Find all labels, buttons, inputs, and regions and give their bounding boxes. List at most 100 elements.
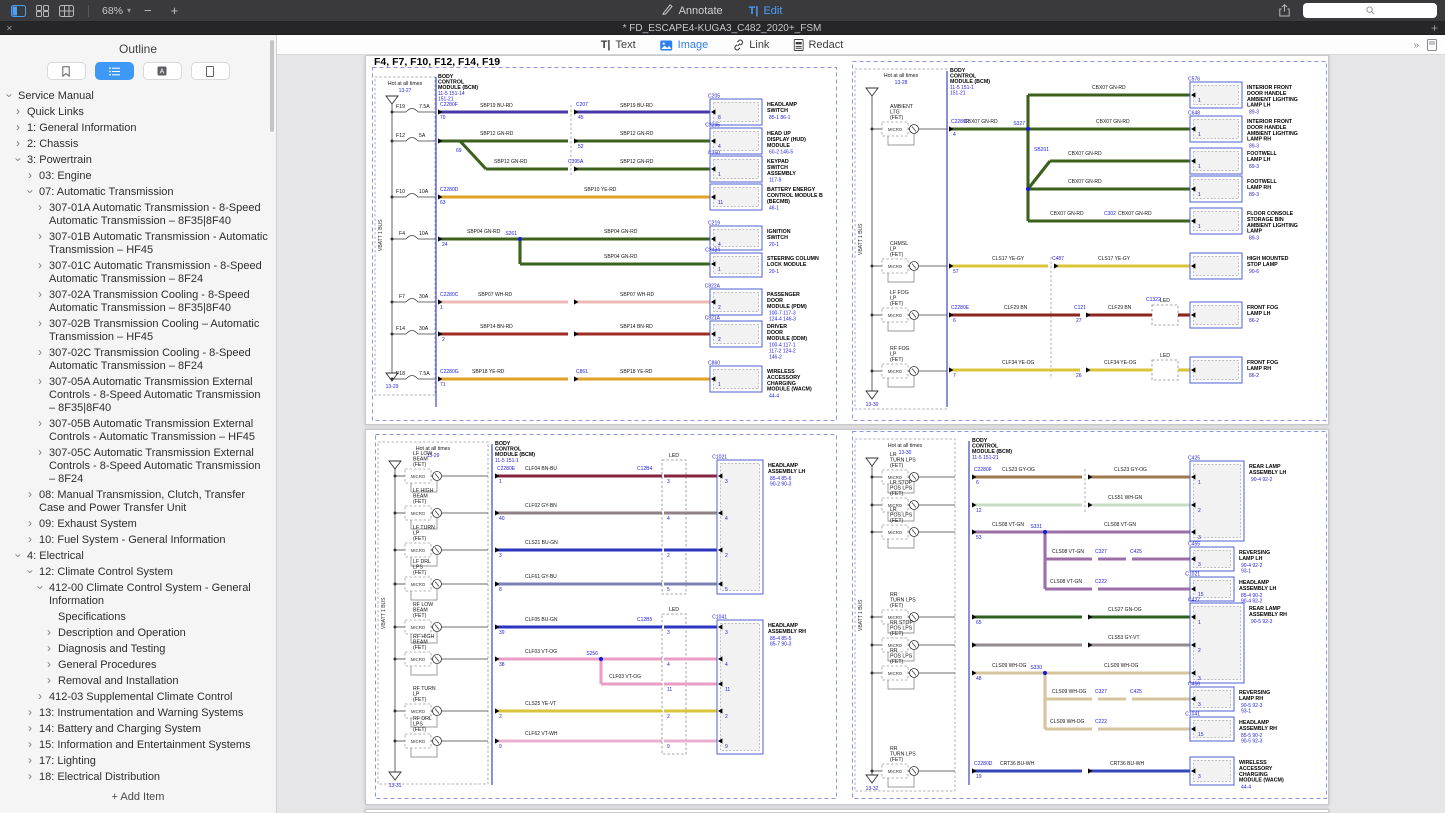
sidebar-item[interactable]: ›2: Chassis — [0, 136, 276, 152]
chevron-right-icon[interactable]: › — [28, 488, 32, 501]
document-canvas[interactable]: F4, F7, F10, F12, F14, F19 Hot at all ti… — [277, 55, 1445, 813]
sidebar-item[interactable]: ›307-02C Transmission Cooling - 8-Speed … — [0, 345, 276, 374]
link-tool-button[interactable]: Link — [732, 39, 769, 51]
sidebar-item[interactable]: ›307-02B Transmission Cooling – Automati… — [0, 316, 276, 345]
add-item-button[interactable]: + Add Item — [0, 783, 276, 813]
sidebar-item[interactable]: ›Quick Links — [0, 104, 276, 120]
share-icon[interactable] — [1276, 3, 1293, 18]
chevron-down-icon[interactable]: › — [12, 554, 25, 558]
tab-annotations[interactable]: A — [143, 62, 182, 80]
chevron-right-icon[interactable]: › — [28, 517, 32, 530]
sidebar-item[interactable]: ›307-01C Automatic Transmission - 8-Spee… — [0, 258, 276, 287]
chevron-right-icon[interactable]: › — [28, 706, 32, 719]
chevron-right-icon[interactable]: › — [38, 259, 42, 272]
sidebar-item[interactable]: ›3: Powertrain — [0, 152, 276, 168]
sidebar-scrollbar[interactable] — [270, 40, 274, 132]
chevron-right-icon[interactable]: › — [28, 738, 32, 751]
wiring-diagram-image-3[interactable]: Hot at all times13-2913-31VBATT 1 BUSMIC… — [375, 434, 837, 799]
chevron-right-icon[interactable]: › — [47, 674, 51, 687]
sidebar-item[interactable]: ›307-02A Transmission Cooling - 8-Speed … — [0, 287, 276, 316]
tab-outline[interactable] — [95, 62, 134, 80]
chevron-down-icon[interactable]: › — [34, 586, 47, 590]
chevron-right-icon[interactable]: › — [28, 754, 32, 767]
sidebar-item-label: 15: Information and Entertainment System… — [39, 739, 251, 751]
sidebar-item[interactable]: ›07: Automatic Transmission — [0, 184, 276, 200]
svg-text:13-30: 13-30 — [866, 402, 879, 408]
chevron-down-icon[interactable]: › — [12, 158, 25, 162]
wiring-diagram-image-2[interactable]: Hot at all times13-2813-30VBATT 1 BUSMIC… — [852, 61, 1327, 421]
sidebar-item[interactable]: ›17: Lighting — [0, 753, 276, 769]
chevron-right-icon[interactable]: › — [38, 417, 42, 430]
edit-button[interactable]: T| Edit — [749, 5, 783, 17]
chevron-right-icon[interactable]: › — [47, 626, 51, 639]
close-tab-icon[interactable]: ✕ — [6, 24, 13, 33]
wiring-diagram-image-1[interactable]: Hot at all times13-2713-29VBATT 1 BUSF19… — [372, 67, 837, 421]
page-panel-icon[interactable] — [1427, 39, 1437, 51]
chevron-right-icon[interactable]: › — [28, 533, 32, 546]
sidebar-item[interactable]: ›412-03 Supplemental Climate Control — [0, 689, 276, 705]
chevron-right-icon[interactable]: › — [38, 317, 42, 330]
chevron-down-icon[interactable]: › — [24, 570, 37, 574]
sidebar-item[interactable]: ›General Procedures — [0, 657, 276, 673]
sidebar-item[interactable]: ›10: Fuel System - General Information — [0, 532, 276, 548]
sidebar-item[interactable]: ›307-01A Automatic Transmission - 8-Spee… — [0, 200, 276, 229]
tab-bookmarks[interactable] — [47, 62, 86, 80]
chevron-right-icon[interactable]: › — [38, 446, 42, 459]
chevron-right-icon[interactable]: › — [38, 230, 42, 243]
collapse-toolbar-icon[interactable]: » — [1413, 40, 1419, 51]
chevron-down-icon[interactable]: › — [3, 94, 16, 98]
sidebar-item[interactable]: ›4: Electrical — [0, 548, 276, 564]
chevron-right-icon[interactable]: › — [38, 375, 42, 388]
sidebar-item[interactable]: ›13: Instrumentation and Warning Systems — [0, 705, 276, 721]
chevron-right-icon[interactable]: › — [38, 201, 42, 214]
chevron-right-icon[interactable]: › — [28, 770, 32, 783]
svg-text:C2280G: C2280G — [440, 369, 459, 375]
sidebar-item[interactable]: ›12: Climate Control System — [0, 564, 276, 580]
tab-pages[interactable] — [191, 62, 230, 80]
wiring-diagram-image-4[interactable]: Hot at all times13-3013-32VBATT 1 BUSMIC… — [852, 431, 1327, 799]
zoom-in-button[interactable]: + — [165, 3, 185, 18]
sidebar-item[interactable]: ›08: Manual Transmission, Clutch, Transf… — [0, 487, 276, 516]
document-tab[interactable]: * FD_ESCAPE4-KUGA3_C482_2020+_FSM — [623, 23, 822, 34]
redact-tool-button[interactable]: Redact — [793, 39, 843, 51]
chevron-right-icon[interactable]: › — [16, 121, 20, 134]
sidebar-item[interactable]: ›18: Electrical Distribution — [0, 769, 276, 783]
chevron-down-icon[interactable]: › — [24, 190, 37, 194]
thumbnail-view-icon[interactable] — [58, 3, 75, 18]
chevron-right-icon[interactable]: › — [47, 658, 51, 671]
sidebar-item[interactable]: ›Description and Operation — [0, 625, 276, 641]
sidebar-item[interactable]: ›307-05B Automatic Transmission External… — [0, 416, 276, 445]
sidebar-item[interactable]: ›412-00 Climate Control System - General… — [0, 580, 276, 609]
chevron-right-icon[interactable]: › — [38, 288, 42, 301]
sidebar-item[interactable]: ›Diagnosis and Testing — [0, 641, 276, 657]
chevron-right-icon[interactable]: › — [16, 137, 20, 150]
sidebar-item[interactable]: ›1: General Information — [0, 120, 276, 136]
grid-view-icon[interactable] — [34, 3, 51, 18]
svg-text:VBATT 1 BUS: VBATT 1 BUS — [378, 219, 384, 251]
text-tool-button[interactable]: T| Text — [601, 39, 636, 51]
image-tool-button[interactable]: Image — [660, 39, 709, 51]
zoom-control[interactable]: 68% ▾ — [102, 5, 131, 17]
sidebar-item[interactable]: ›Service Manual — [0, 88, 276, 104]
zoom-out-button[interactable]: − — [138, 3, 158, 18]
annotate-button[interactable]: Annotate — [662, 3, 723, 18]
sidebar-item[interactable]: ›03: Engine — [0, 168, 276, 184]
search-input[interactable] — [1303, 3, 1437, 18]
chevron-right-icon[interactable]: › — [28, 722, 32, 735]
sidebar-item[interactable]: ›307-05C Automatic Transmission External… — [0, 445, 276, 487]
sidebar-item[interactable]: › 15: Information and Entertainment Syste… — [0, 737, 276, 753]
sidebar-item[interactable]: ›09: Exhaust System — [0, 516, 276, 532]
sidebar-item[interactable]: ›14: Battery and Charging System — [0, 721, 276, 737]
svg-text:7: 7 — [953, 373, 956, 379]
sidebar-item[interactable]: ›307-01B Automatic Transmission - Automa… — [0, 229, 276, 258]
sidebar-item[interactable]: Specifications — [0, 609, 276, 625]
chevron-right-icon[interactable]: › — [38, 346, 42, 359]
sidebar-item[interactable]: ›Removal and Installation — [0, 673, 276, 689]
sidebar-toggle-icon[interactable] — [10, 3, 27, 18]
chevron-right-icon[interactable]: › — [47, 642, 51, 655]
add-tab-button[interactable]: + — [1431, 23, 1438, 33]
chevron-right-icon[interactable]: › — [38, 690, 42, 703]
chevron-right-icon[interactable]: › — [16, 105, 20, 118]
sidebar-item[interactable]: ›307-05A Automatic Transmission External… — [0, 374, 276, 416]
chevron-right-icon[interactable]: › — [28, 169, 32, 182]
